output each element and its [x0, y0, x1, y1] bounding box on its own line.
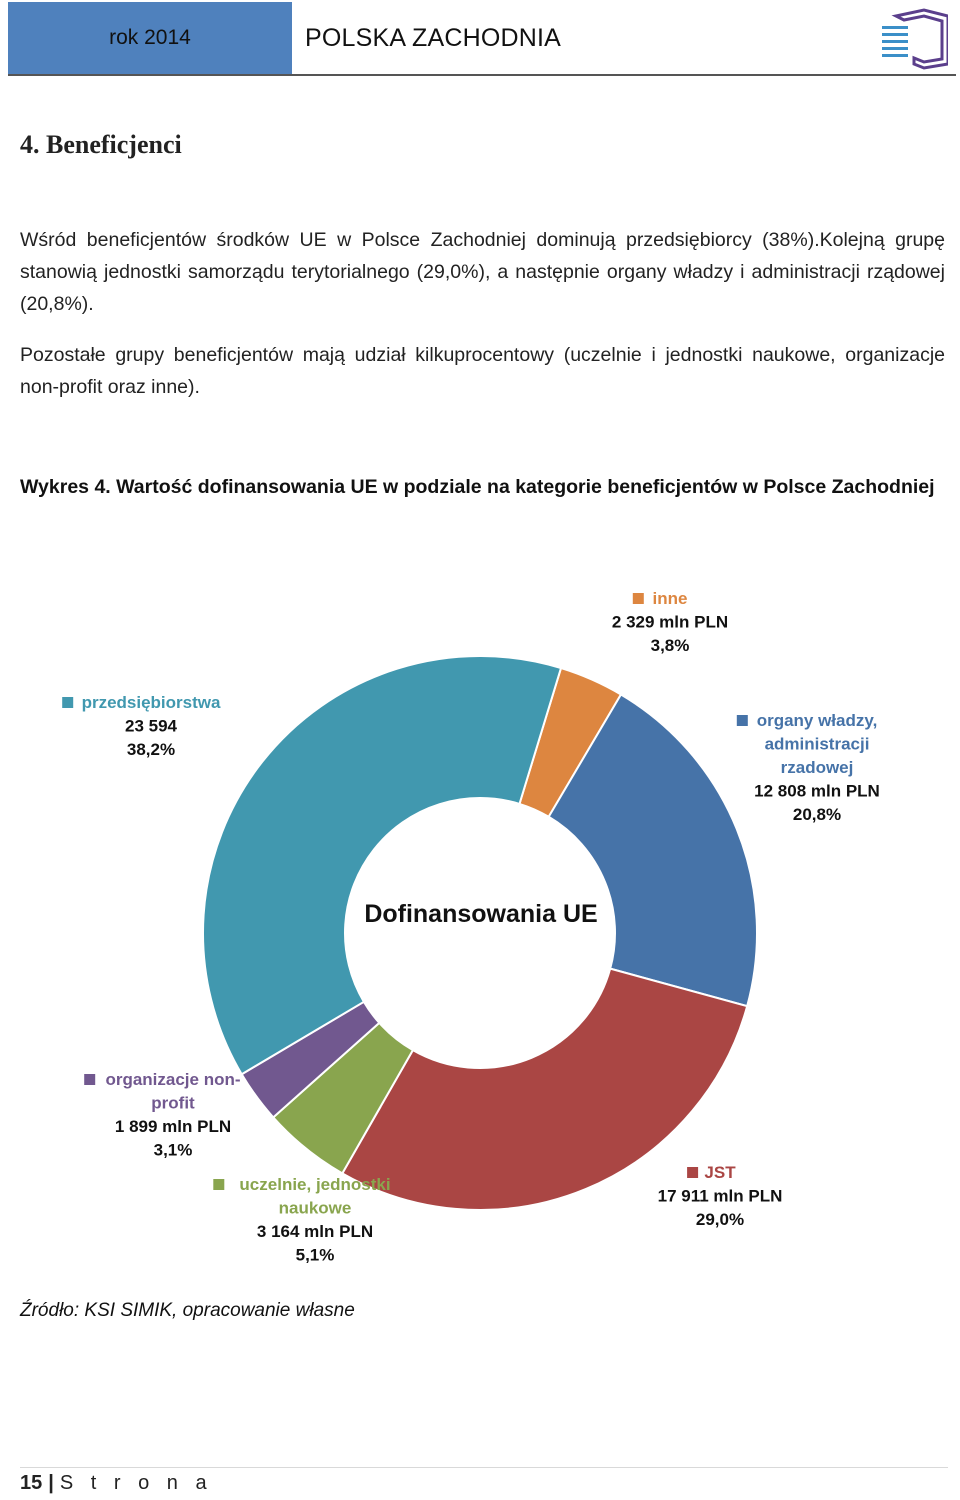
- slice-name-label: JST: [704, 1163, 736, 1182]
- slice-value-label: 5,1%: [296, 1246, 335, 1265]
- legend-marker: [84, 1074, 96, 1085]
- donut-slice: [340, 967, 749, 1211]
- slice-name-label: organizacje non-: [105, 1070, 240, 1089]
- slice-value-label: 29,0%: [696, 1210, 744, 1229]
- donut-chart: Dofinansowania UE inne 2 329 mln PLN 3,8% o…: [62, 589, 880, 1265]
- section-title: 4. Beneficjenci: [20, 130, 182, 159]
- legend-marker: [213, 1179, 225, 1190]
- footer-separator: |: [48, 1472, 54, 1494]
- slice-label: przedsiębiorstwa 23 594 38,2%: [62, 693, 221, 759]
- slice-value-label: 20,8%: [793, 805, 841, 824]
- slice-name-label: administracji: [765, 735, 870, 754]
- year-label: rok 2014: [109, 26, 191, 49]
- slice-value-label: 38,2%: [127, 740, 175, 759]
- slice-value-label: 3,1%: [154, 1141, 193, 1160]
- legend-marker: [736, 715, 748, 726]
- slice-value-label: 12 808 mln PLN: [754, 782, 880, 801]
- slice-value-label: 3 164 mln PLN: [257, 1222, 373, 1241]
- slice-label: organy władzy, administracji rzadowej 12 80…: [736, 711, 880, 824]
- paragraph-intro: Wśród beneficjentów środków UE w Polsce …: [20, 229, 945, 315]
- donut-slice: [202, 655, 563, 1076]
- footer-divider: [20, 1467, 948, 1468]
- slice-label: organizacje non-profit 1 899 mln PLN 3,1%: [84, 1070, 241, 1160]
- page-number: 15: [20, 1472, 43, 1494]
- slice-name-label: przedsiębiorstwa: [82, 693, 221, 712]
- legend-marker: [687, 1167, 699, 1178]
- chart-center-label: Dofinansowania UE: [364, 900, 597, 928]
- slice-value-label: 1 899 mln PLN: [115, 1117, 231, 1136]
- slice-value-label: 23 594: [125, 717, 178, 736]
- slice-name-label: organy władzy,: [757, 711, 878, 730]
- slice-value-label: 3,8%: [651, 636, 690, 655]
- slice-name-label: inne: [653, 589, 688, 608]
- slice-label: JST 17 911 mln PLN 29,0%: [658, 1163, 783, 1229]
- slice-value-label: 2 329 mln PLN: [612, 613, 728, 632]
- donut-slice: [547, 693, 758, 1008]
- region-title: POLSKA ZACHODNIA: [305, 24, 562, 52]
- slice-name-label: profit: [151, 1094, 195, 1113]
- page-word: S t r o n a: [59, 1472, 213, 1494]
- slice-label: inne 2 329 mln PLN 3,8%: [612, 589, 728, 655]
- legend-marker: [62, 697, 74, 708]
- figure-source: Źródło: KSI SIMIK, opracowanie własne: [20, 1300, 355, 1321]
- slice-name-label: rzadowej: [781, 758, 854, 777]
- slice-label: uczelnie, jednostki naukowe 3 164 mln PLN 5…: [213, 1175, 391, 1265]
- page-header: rok 2014 POLSKA ZACHODNIA: [8, 2, 956, 76]
- legend-marker: [632, 593, 644, 604]
- slice-name-label: naukowe: [279, 1199, 352, 1218]
- figure-title: Wykres 4. Wartość dofinansowania UE w po…: [20, 476, 935, 498]
- header-divider: [8, 74, 956, 76]
- pz-logo-icon: [882, 8, 948, 70]
- page-footer: 15 | S t r o n a: [20, 1472, 213, 1495]
- paragraph-others: Pozostałe grupy beneficjentów mają udzia…: [20, 344, 945, 398]
- slice-name-label: uczelnie, jednostki: [239, 1175, 390, 1194]
- year-box: rok 2014: [8, 2, 292, 74]
- slice-value-label: 17 911 mln PLN: [658, 1187, 783, 1206]
